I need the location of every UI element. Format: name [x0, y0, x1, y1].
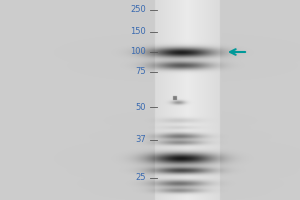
Text: 150: 150 — [130, 27, 146, 36]
Text: 250: 250 — [130, 5, 146, 15]
Text: 25: 25 — [136, 173, 146, 182]
Text: 50: 50 — [136, 102, 146, 112]
Text: 37: 37 — [135, 136, 146, 144]
Text: 75: 75 — [135, 68, 146, 76]
Text: 100: 100 — [130, 47, 146, 56]
